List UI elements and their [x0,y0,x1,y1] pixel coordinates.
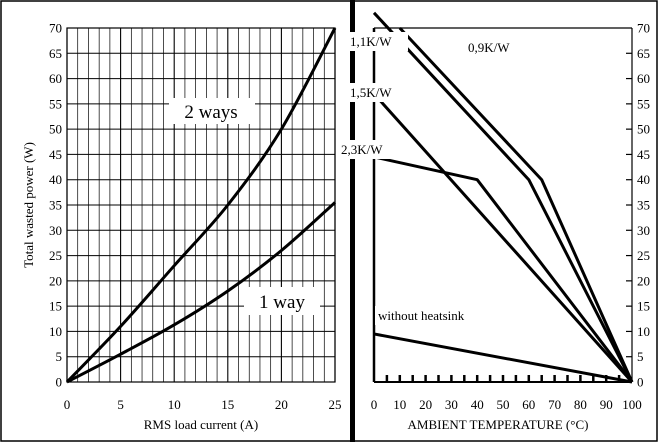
left-y-tick: 15 [49,299,62,314]
left-y-tick: 35 [49,198,62,213]
one-way-label: 1 way [259,292,305,313]
two-ways-label-bg [169,98,255,124]
right-x-tick: 90 [600,397,613,412]
left-series-line [65,27,337,384]
right-y-tick: 55 [637,96,650,111]
left-series-line [66,201,337,384]
right-x-tick: 20 [419,397,432,412]
left-y-tick: 45 [49,147,62,162]
label-without-heatsink: without heatsink [378,308,465,323]
left-x-tick-labels: 0 5 10 15 20 25 [64,397,342,412]
right-x-tick: 50 [497,397,510,412]
left-y-tick: 50 [49,122,62,137]
right-x-tick: 80 [574,397,587,412]
right-y-tick: 70 [637,21,650,36]
right-x-tick: 70 [548,397,561,412]
right-x-tick-labels: 0 10 20 30 40 50 60 70 80 90 100 [371,397,642,412]
left-y-tick: 40 [49,172,62,187]
right-y-tick: 65 [637,46,650,61]
two-ways-label: 2 ways [184,102,237,123]
left-y-tick: 5 [56,349,63,364]
right-y-tick: 35 [637,198,650,213]
right-y-tick: 50 [637,122,650,137]
right-x-tick: 100 [622,397,642,412]
left-x-tick: 25 [329,397,342,412]
right-y-tick: 5 [637,349,644,364]
right-y-tick: 30 [637,223,650,238]
right-y-tick: 0 [637,375,644,390]
left-y-tick: 65 [49,46,62,61]
right-x-tick: 10 [393,397,406,412]
label-23-bg [338,140,404,159]
left-grid [66,27,336,383]
label-15kw: 1,5K/W [350,85,392,100]
right-y-tick: 15 [637,299,650,314]
right-y-tick: 20 [637,273,650,288]
left-plot-frame [66,27,336,383]
right-series-line [373,332,633,384]
right-x-tick: 0 [371,397,378,412]
left-y-tick: 55 [49,96,62,111]
right-x-tick: 40 [471,397,484,412]
right-x-axis-label: AMBIENT TEMPERATURE (°C) [408,417,589,432]
left-y-tick: 60 [49,71,62,86]
right-series-line [398,26,634,383]
left-chart: 0 5 10 15 20 25 0510152025303540455055606570 … [21,21,342,433]
right-series-line [372,11,634,383]
label-09-bg [462,38,530,57]
left-y-tick: 10 [49,324,62,339]
left-x-tick: 15 [221,397,234,412]
left-y-tick-labels: 0 5 10 15 20 25 30 35 40 45 50 55 60 65 70 [49,21,62,390]
right-y-tick: 45 [637,147,650,162]
right-x-tick: 30 [445,397,458,412]
label-11kw: 1,1K/W [350,34,392,49]
left-x-axis-label: RMS load current (A) [144,417,258,432]
label-23kw: 2,3K/W [341,142,383,157]
left-y-axis-label: Total wasted power (W) [21,142,36,268]
right-x-tick: 60 [522,397,535,412]
left-y-tick: 20 [49,273,62,288]
right-y-tick-labels: 0 5 10 15 20 25 30 35 40 45 50 55 60 65 70 [637,21,650,390]
right-y-tick: 60 [637,71,650,86]
left-x-tick: 0 [64,397,71,412]
left-series-lines [65,27,337,384]
left-x-tick: 10 [168,397,181,412]
right-series-lines [372,11,634,384]
right-y-tick: 25 [637,248,650,263]
left-y-tick: 70 [49,21,62,36]
right-series-line [373,155,634,383]
right-y-tick: 40 [637,172,650,187]
panel-divider [350,0,355,442]
left-x-tick: 20 [275,397,288,412]
right-y-tick: 10 [637,324,650,339]
label-15-bg [348,83,408,102]
one-way-label-bg [244,287,320,315]
label-09kw: 0,9K/W [468,40,510,55]
left-x-tick: 5 [117,397,124,412]
left-y-tick: 30 [49,223,62,238]
right-series-line [372,92,634,384]
label-noheatsink-bg [375,306,493,325]
right-chart: 0 10 20 30 40 50 60 70 80 90 100 0 5 10 15 20 25 30 35 40 4… [338,11,650,432]
left-y-tick: 25 [49,248,62,263]
label-11-bg [348,32,408,51]
left-y-tick: 0 [56,375,63,390]
